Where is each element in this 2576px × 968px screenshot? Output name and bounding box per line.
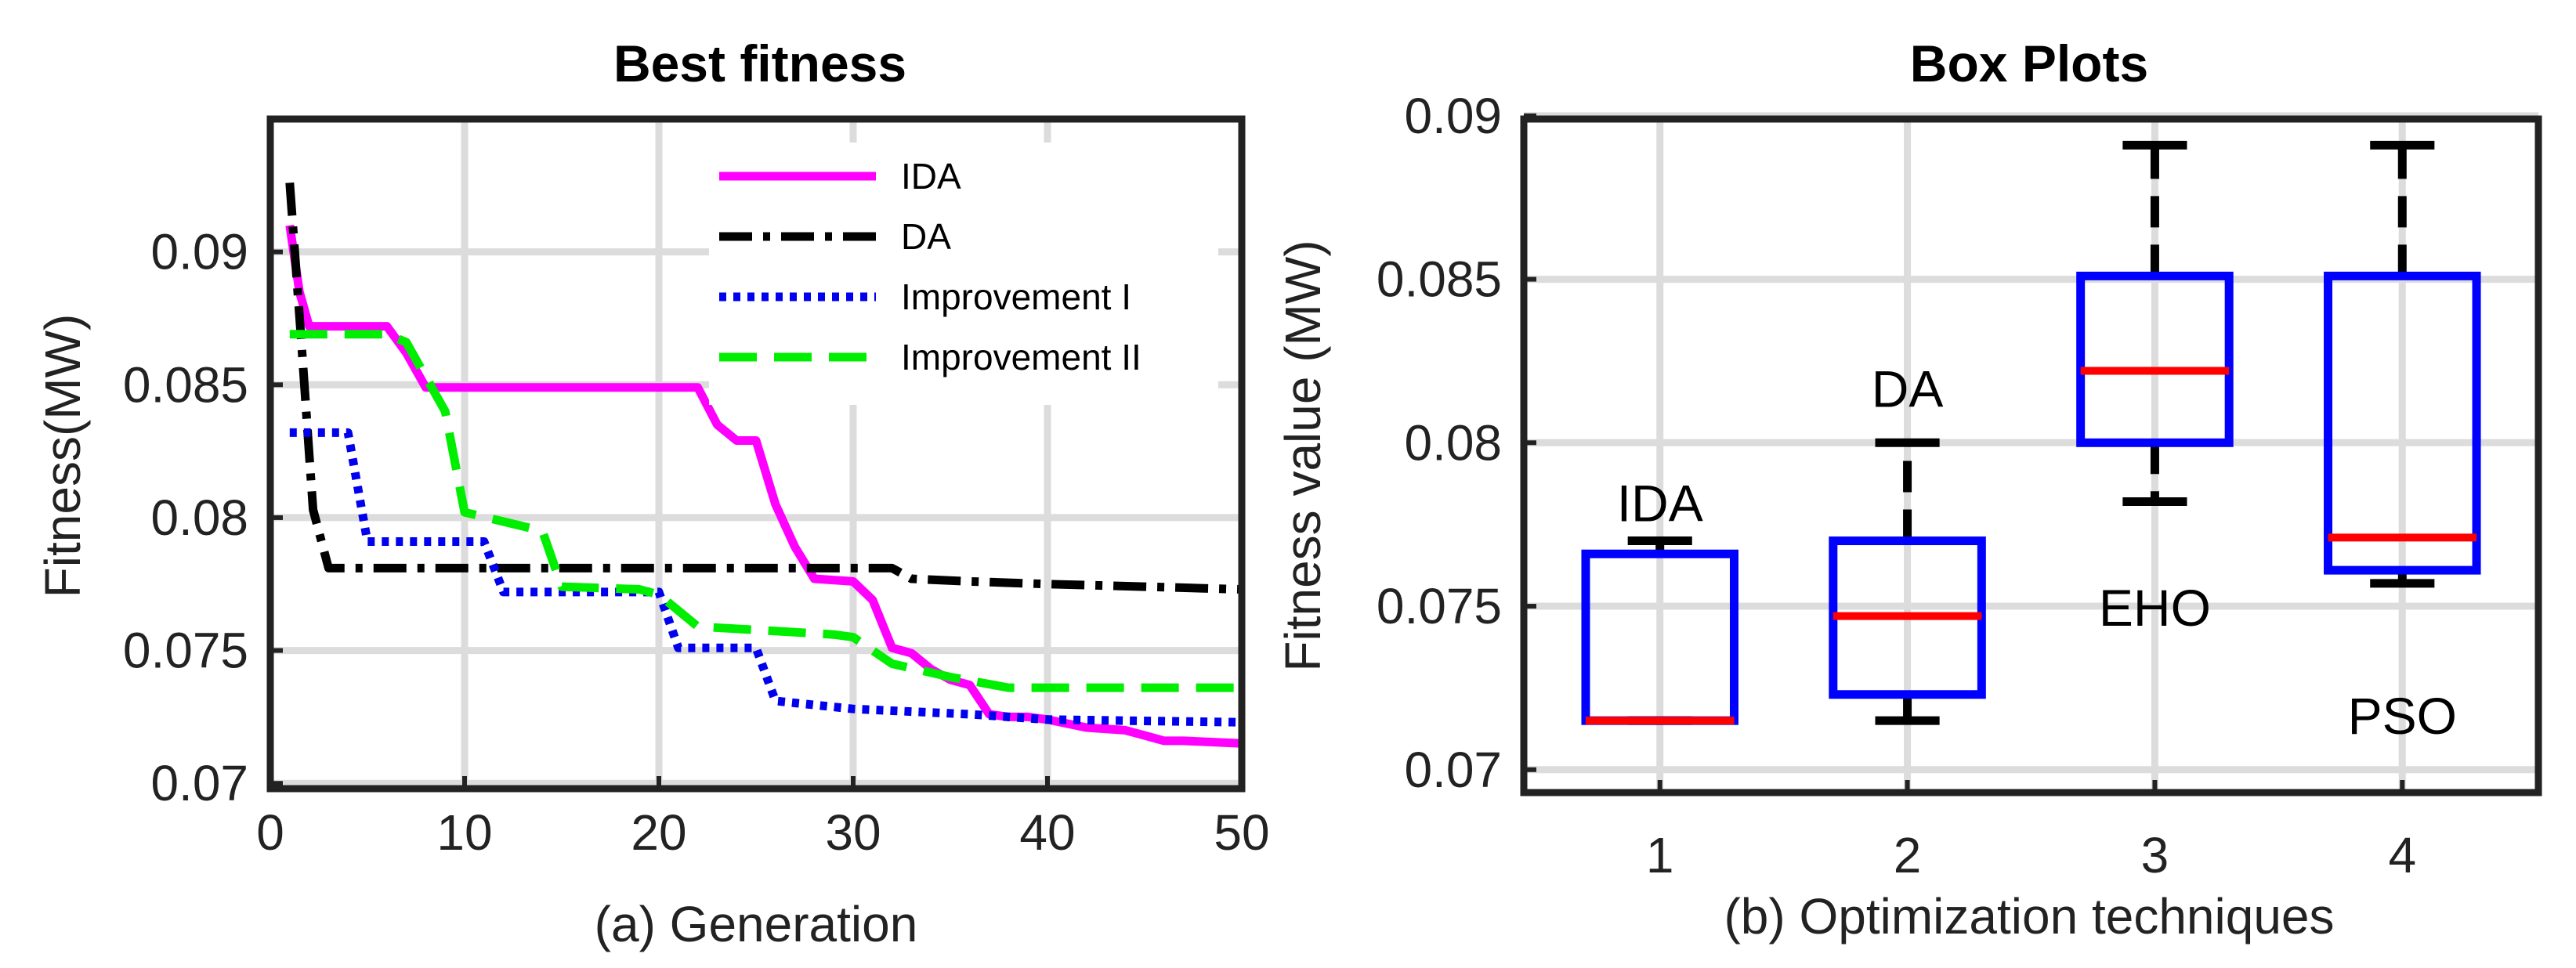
- box-eho: [2076, 140, 2234, 506]
- box-body: [2076, 271, 2234, 447]
- chart-a-ticks: 0 10 20 30 40 50 0.07 0.075 0.08 0.085 0.09: [123, 224, 1270, 861]
- chart-b-frame: [1520, 115, 2542, 796]
- chart-b-xlabel: (b) Optimization techniques: [1724, 888, 2334, 945]
- box-ida: [1581, 536, 1738, 725]
- y-tick-label: 0.075: [1377, 578, 1502, 634]
- annotation-ida: IDA: [1617, 474, 1703, 532]
- x-tick-label: 1: [1646, 827, 1674, 883]
- x-tick-label: 4: [2388, 827, 2416, 883]
- series-line-improvement-ii: [289, 330, 1242, 692]
- annotation-eho: EHO: [2099, 579, 2211, 637]
- box-plot-panel: Box Plots 1 2 3 4 0.07 0.075 0.08 0.085 0.09 IDA…: [1275, 34, 2542, 945]
- chart-b-boxes: [1581, 140, 2481, 725]
- y-tick-label: 0.08: [1404, 414, 1502, 471]
- box-da: [1829, 438, 1986, 725]
- y-tick-label: 0.09: [150, 224, 248, 280]
- chart-a-legend: IDA DA Improvement I Improvement II: [709, 143, 1218, 405]
- line-chart-panel: Best fitness 0 10 20 30 40 50 0.07 0.075 0.08 0.0…: [34, 34, 1270, 952]
- chart-a-frame: [266, 115, 1246, 793]
- chart-b-ticks: 1 2 3 4 0.07 0.075 0.08 0.085 0.09: [1377, 88, 2416, 883]
- y-tick-label: 0.085: [1377, 251, 1502, 308]
- x-tick-label: 2: [1894, 827, 1922, 883]
- x-tick-label: 0: [256, 804, 284, 861]
- x-tick-label: 3: [2141, 827, 2169, 883]
- series-line-da: [285, 182, 1243, 594]
- y-tick-label: 0.07: [1404, 742, 1502, 798]
- y-tick-label: 0.09: [1404, 88, 1502, 144]
- series-line-ida: [285, 224, 1243, 748]
- x-tick-label: 40: [1019, 804, 1075, 861]
- chart-a-xlabel: (a) Generation: [595, 896, 918, 952]
- y-tick-label: 0.07: [150, 755, 248, 811]
- chart-b-annotations: IDA DA EHO PSO: [1617, 359, 2457, 744]
- legend-items: IDA DA Improvement I Improvement II: [719, 156, 1141, 377]
- x-tick-label: 50: [1214, 804, 1269, 861]
- chart-a-title: Best fitness: [613, 34, 906, 92]
- box-pso: [2324, 140, 2481, 588]
- box-body: [2324, 271, 2481, 575]
- chart-b-title: Box Plots: [1910, 34, 2148, 92]
- legend-label: Improvement II: [901, 337, 1141, 377]
- legend-label: DA: [901, 216, 951, 257]
- chart-a-series: [285, 182, 1243, 748]
- x-tick-label: 10: [436, 804, 492, 861]
- series-line-improvement-i: [289, 428, 1243, 727]
- annotation-pso: PSO: [2348, 687, 2457, 745]
- annotation-da: DA: [1872, 359, 1944, 417]
- y-tick-label: 0.075: [123, 623, 248, 679]
- legend-label: IDA: [901, 156, 961, 197]
- chart-a-ylabel: Fitness(MW): [34, 314, 91, 598]
- legend-label: Improvement I: [901, 276, 1131, 317]
- x-tick-label: 20: [631, 804, 686, 861]
- y-tick-label: 0.085: [123, 356, 248, 413]
- chart-b-ylabel: Fitness value (MW): [1275, 240, 1331, 671]
- y-tick-label: 0.08: [150, 489, 248, 546]
- x-tick-label: 30: [825, 804, 881, 861]
